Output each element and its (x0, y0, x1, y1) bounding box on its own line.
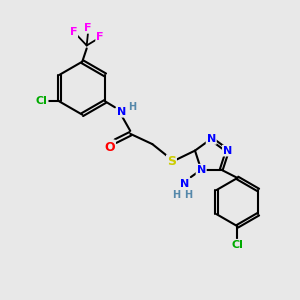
Text: N: N (223, 146, 232, 156)
Text: N: N (117, 107, 126, 117)
Text: S: S (167, 155, 176, 168)
Text: N: N (196, 165, 206, 175)
Text: H: H (184, 190, 192, 200)
Text: H: H (172, 190, 180, 200)
Text: F: F (70, 27, 77, 37)
Text: N: N (180, 179, 190, 189)
Text: O: O (104, 141, 115, 154)
Text: N: N (207, 134, 216, 144)
Text: Cl: Cl (232, 240, 243, 250)
Text: Cl: Cl (36, 96, 48, 106)
Text: F: F (96, 32, 104, 42)
Text: H: H (128, 102, 136, 112)
Text: F: F (84, 23, 92, 33)
